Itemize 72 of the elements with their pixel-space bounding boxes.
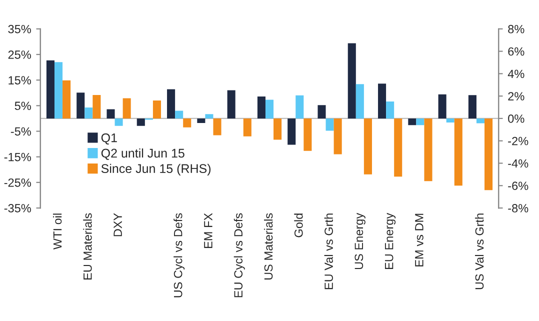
bar [197,118,206,124]
x-tick-label: EU Cycl vs Defs [234,213,245,298]
bar [274,118,282,140]
bar [296,95,304,118]
y2-tick-label: -2% [508,136,528,146]
bar [386,102,394,118]
bar [106,109,115,118]
x-tick-label: US Materials [264,213,273,280]
bar [265,100,274,118]
x-tick-label: EM vs DM [415,214,424,266]
bar [288,118,296,145]
bar [304,118,312,151]
bar [378,84,386,118]
y2-tick-label: -8% [508,204,528,212]
x-tick-label: WTI oil [53,214,62,250]
y2-tick-label: -4% [508,159,528,168]
y-tick-label: 15% [8,76,31,84]
bar [175,110,184,118]
y2-tick-label: -6% [508,182,528,190]
y2-tick-label: 6% [508,47,524,56]
x-tick-label: Gold [294,214,303,238]
y2-tick-label: 4% [508,70,524,78]
bar [152,100,161,118]
y-tick-label: -35% [4,204,31,212]
x-tick-label: EU Val vs Grth [324,214,333,290]
bar [257,96,266,118]
bar [424,118,432,182]
legend-label: Q2 until Jun 15 [101,148,184,160]
bar [348,43,356,118]
bar [136,118,145,126]
bar [356,84,364,118]
x-tick-label: EU Materials [83,213,92,280]
bar [76,92,85,118]
y-tick-label: 5% [14,102,31,110]
x-tick-label: US Val vs Grth [474,214,484,290]
x-tick-label: EM FX [204,213,212,248]
bar [446,118,454,123]
y-tick-label: -15% [4,152,31,162]
bar [334,118,342,154]
bar [364,118,372,174]
bar [416,118,424,126]
bar [227,90,236,118]
x-tick-label: DXY [114,213,122,236]
y2-tick-label: 8% [508,24,524,34]
y-tick-label: 25% [8,50,31,59]
bar [408,118,416,126]
bar [46,60,54,118]
bar [167,89,176,118]
bar [468,95,476,118]
bar [476,118,485,124]
bar [438,94,446,118]
bar [213,118,222,136]
y-tick-label: -25% [4,178,31,187]
y2-tick-label: 2% [508,92,524,100]
bar [454,118,462,186]
bar [183,118,192,128]
x-tick-label: US Energy [354,212,366,270]
bar [394,118,402,177]
y-tick-label: -5% [10,127,31,136]
y2-tick-label: 0% [508,114,524,123]
bar [114,118,123,126]
x-tick-label: US Cycl vs Defs [174,213,185,298]
bar [318,105,326,118]
x-tick-label: EU Energy [384,212,396,269]
legend-label: Q1 [101,133,117,144]
bar [122,98,131,118]
y-tick-label: 35% [8,24,31,34]
bar [92,94,101,118]
bar [205,114,214,118]
legend-label: Since Jun 15 (RHS) [101,164,211,176]
bar [243,118,252,136]
bar [484,118,493,190]
